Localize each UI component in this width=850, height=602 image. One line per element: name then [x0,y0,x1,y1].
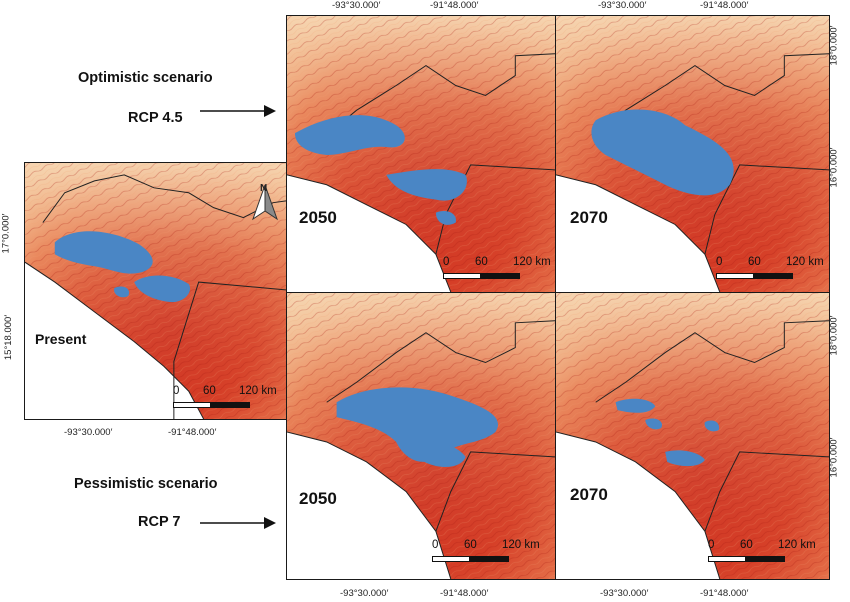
coord-lon-west-top: -93°30.000′ [332,0,381,11]
opt-2050-map [287,16,555,292]
scale-end: 120 km [786,256,824,268]
map-panel-present: Present N 0 60 120 km [24,162,288,420]
scale-zero: 0 [443,256,450,268]
arrow-right-icon [200,105,276,117]
scale-end: 120 km [239,385,277,397]
scale-zero: 0 [716,256,723,268]
scale-zero: 0 [432,539,439,551]
coord-lon-east-bottom: -91°48.000′ [440,588,489,599]
map-panel-pes-2050: 2050 0 60 120 km [286,292,556,580]
scale-mid: 60 [740,539,753,551]
pes-2050-map [287,293,555,579]
coord-lon-west-bottom-2: -93°30.000′ [600,588,649,599]
coord-lon-west-top-2: -93°30.000′ [598,0,647,11]
coord-lon-west-bottom: -93°30.000′ [340,588,389,599]
coord-lat-16-bottom: 16°0.000′ [828,437,840,478]
panel-title-pes-2050: 2050 [299,489,337,508]
coord-lat-17: 17°0.000′ [0,213,12,254]
scale-mid: 60 [203,385,216,397]
scale-end: 120 km [513,256,551,268]
scale-bar: 0 60 120 km [716,256,824,286]
coord-lon-east-top-2: -91°48.000′ [700,0,749,11]
scale-end: 120 km [502,539,540,551]
panel-title-pes-2070: 2070 [570,485,608,504]
scale-bar: 0 60 120 km [432,539,540,569]
label-rcp-4-5: RCP 4.5 [128,110,183,126]
coord-lat-15: 15°18.000′ [3,314,15,361]
coord-lat-18-top: 18°0.000′ [828,25,840,66]
scale-segment-black [480,273,520,279]
scale-segment-black [469,556,509,562]
scale-segment-black [753,273,793,279]
scale-mid: 60 [464,539,477,551]
scale-segment-white [432,556,470,562]
scale-segment-white [716,273,754,279]
scale-bar: 0 60 120 km [173,385,277,415]
coord-lon-west: -93°30.000′ [64,427,113,438]
map-panel-pes-2070: 2070 0 60 120 km [555,292,830,580]
scale-zero: 0 [173,385,180,397]
scale-segment-black [210,402,250,408]
scale-segment-white [173,402,211,408]
scale-end: 120 km [778,539,816,551]
coord-lat-16-top: 16°0.000′ [828,147,840,188]
opt-2070-map [556,16,829,292]
arrow-right-icon [200,517,276,529]
map-panel-opt-2050: 2050 0 60 120 km [286,15,556,293]
scale-mid: 60 [475,256,488,268]
coord-lat-18-bottom: 18°0.000′ [828,315,840,356]
panel-title-present: Present [35,331,87,347]
coord-lon-east-top: -91°48.000′ [430,0,479,11]
north-arrow-icon [252,184,278,221]
scale-segment-black [745,556,785,562]
present-map [25,163,287,419]
scale-segment-white [443,273,481,279]
scale-mid: 60 [748,256,761,268]
panel-title-opt-2050: 2050 [299,208,337,227]
map-panel-opt-2070: 2070 0 60 120 km [555,15,830,293]
label-rcp-7: RCP 7 [138,514,181,530]
scale-segment-white [708,556,746,562]
panel-title-opt-2070: 2070 [570,208,608,227]
coord-lon-east-bottom-2: -91°48.000′ [700,588,749,599]
label-pessimistic-scenario: Pessimistic scenario [74,476,218,492]
pes-2070-map [556,293,829,579]
scale-zero: 0 [708,539,715,551]
habitat-area [54,231,153,274]
label-optimistic-scenario: Optimistic scenario [78,70,213,86]
scale-bar: 0 60 120 km [443,256,551,286]
north-letter: N [260,183,268,194]
scale-bar: 0 60 120 km [708,539,816,569]
coord-lon-east: -91°48.000′ [168,427,217,438]
